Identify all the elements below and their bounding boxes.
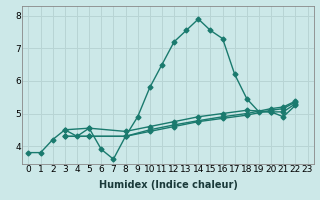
X-axis label: Humidex (Indice chaleur): Humidex (Indice chaleur): [99, 180, 237, 190]
